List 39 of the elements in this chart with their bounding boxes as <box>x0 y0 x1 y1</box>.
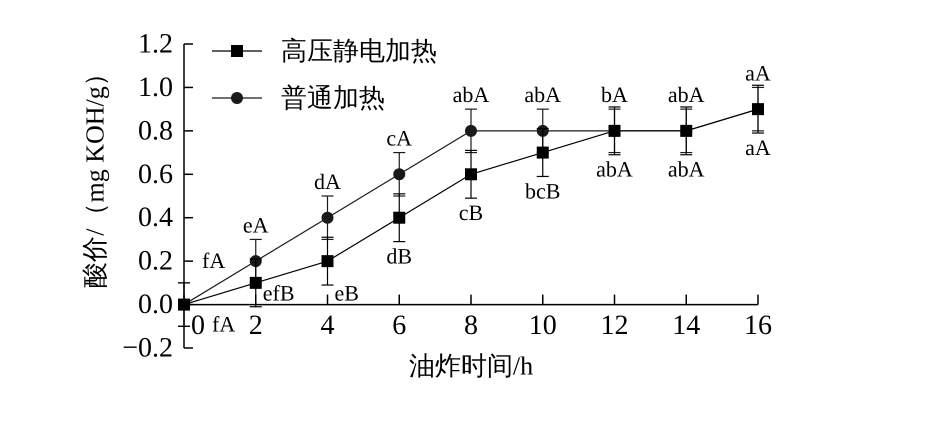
data-label: aA <box>745 60 771 86</box>
data-label: eB <box>334 280 359 306</box>
data-label: efB <box>262 280 295 306</box>
x-tick-label: 10 <box>528 310 557 342</box>
y-tick-label: 1.0 <box>138 72 173 103</box>
data-label: cB <box>458 200 484 226</box>
x-tick-label: 0 <box>191 310 205 342</box>
data-label: dB <box>386 244 412 269</box>
data-label: eA <box>242 212 269 238</box>
data-label: cA <box>386 126 412 151</box>
legend-label: 高压静电加热 <box>281 36 437 66</box>
y-tick-label: 1.2 <box>138 28 173 60</box>
data-label: abA <box>668 82 705 108</box>
y-tick-label: 0.0 <box>138 289 173 320</box>
data-label: abA <box>452 82 490 108</box>
data-label: fA <box>202 248 226 273</box>
legend-label: 普通加热 <box>281 84 385 112</box>
x-tick-label: 14 <box>672 310 700 342</box>
data-label: bcB <box>525 178 560 204</box>
x-tick-label: 12 <box>600 310 628 342</box>
data-label: abA <box>596 156 633 182</box>
x-tick-label: 4 <box>320 310 334 342</box>
x-axis-title: 油炸时间/h <box>408 352 534 380</box>
x-tick-label: 2 <box>248 310 263 342</box>
data-label: abA <box>524 82 562 108</box>
y-tick-label: 0.4 <box>138 202 173 234</box>
data-label: abA <box>668 156 705 182</box>
y-axis-title: 酸价/（mg KOH/g） <box>80 60 110 288</box>
data-label: dA <box>314 169 342 194</box>
y-tick-label: −0.2 <box>122 332 173 364</box>
y-tick-label: 0.6 <box>138 158 173 190</box>
x-tick-label: 16 <box>744 310 772 342</box>
data-label: aA <box>745 135 771 160</box>
data-label: bA <box>601 82 628 108</box>
data-label: fA <box>212 312 236 337</box>
x-tick-label: 6 <box>392 310 406 342</box>
y-tick-label: 0.8 <box>138 115 173 146</box>
x-tick-label: 8 <box>464 310 478 342</box>
y-tick-label: 0.2 <box>138 246 173 277</box>
